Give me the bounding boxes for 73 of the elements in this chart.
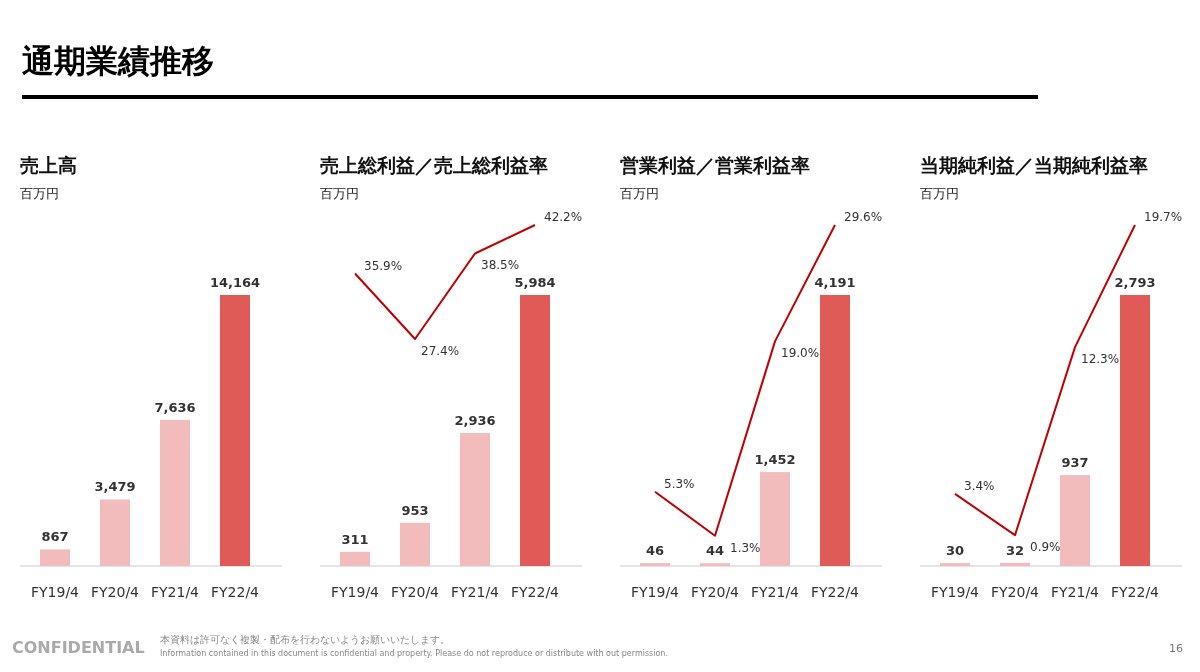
chart-title: 営業利益／営業利益率: [620, 154, 810, 176]
x-tick-label: FY21/4: [450, 584, 500, 600]
text: 16: [1169, 642, 1183, 655]
text: 通期業績推移: [22, 42, 214, 80]
x-tick-label: FY19/4: [330, 584, 380, 600]
chart-title: 売上総利益／売上総利益率: [320, 154, 548, 176]
data-label: 30: [945, 543, 965, 559]
data-label: 46: [645, 543, 665, 559]
x-tick-label: FY20/4: [390, 584, 440, 600]
bar: [820, 295, 850, 566]
x-tick-label: FY22/4: [210, 584, 260, 600]
data-label: 5.3%: [664, 476, 695, 491]
text: CONFIDENTIAL: [12, 638, 145, 657]
bar: [460, 433, 490, 566]
x-tick-label: FY19/4: [30, 584, 80, 600]
data-label: 2,793: [1114, 275, 1156, 290]
chart-subtitle: 百万円: [320, 186, 359, 201]
data-label: 44: [705, 543, 725, 559]
bar: [220, 295, 250, 566]
data-label: 12.3%: [1081, 352, 1120, 367]
bar: [40, 549, 70, 566]
data-label: 4,191: [814, 275, 856, 290]
x-tick-label: FY22/4: [810, 584, 860, 600]
chart-subtitle: 百万円: [620, 186, 659, 201]
data-label: 311: [341, 531, 369, 547]
data-label: 7,636: [154, 399, 196, 415]
data-label: 42.2%: [544, 210, 583, 224]
data-label: 19.0%: [781, 346, 820, 361]
data-label: 953: [401, 502, 429, 518]
x-tick-label: FY21/4: [1050, 584, 1100, 600]
data-label: 3,479: [94, 479, 136, 495]
text: 本資料は許可なく複製・配布を行わないようお願いいたします。: [160, 634, 450, 645]
bar: [940, 563, 970, 566]
data-label: 19.7%: [1144, 210, 1183, 224]
x-tick-label: FY22/4: [1110, 584, 1160, 600]
bar: [1060, 475, 1090, 566]
x-tick-label: FY19/4: [630, 584, 680, 600]
data-label: 32: [1005, 542, 1025, 558]
data-label: 867: [41, 529, 69, 545]
x-tick-label: FY20/4: [90, 584, 140, 600]
data-label: 1,452: [754, 452, 796, 468]
data-label: 14,164: [209, 275, 261, 290]
data-label: 29.6%: [844, 210, 883, 224]
chart-title: 当期純利益／当期純利益率: [920, 154, 1148, 176]
bar: [340, 551, 370, 566]
data-label: 38.5%: [481, 258, 520, 273]
data-label: 1.3%: [730, 540, 761, 555]
data-label: 35.9%: [364, 258, 403, 273]
bar: [760, 472, 790, 566]
x-tick-label: FY21/4: [150, 584, 200, 600]
data-label: 0.9%: [1030, 540, 1061, 555]
bar: [100, 499, 130, 566]
bar: [1120, 295, 1150, 566]
bar: [520, 295, 550, 566]
bar: [1000, 562, 1030, 566]
data-label: 5,984: [514, 275, 556, 290]
data-label: 937: [1061, 455, 1089, 471]
bar: [400, 522, 430, 566]
x-tick-label: FY21/4: [750, 584, 800, 600]
chart-title: 売上高: [20, 154, 77, 176]
data-label: 3.4%: [964, 478, 995, 493]
x-tick-label: FY20/4: [990, 584, 1040, 600]
chart-subtitle: 百万円: [20, 186, 59, 201]
x-tick-label: FY19/4: [930, 584, 980, 600]
bar: [700, 563, 730, 566]
chart-subtitle: 百万円: [920, 186, 959, 201]
data-label: 27.4%: [421, 343, 460, 358]
x-tick-label: FY20/4: [690, 584, 740, 600]
text: Information contained in this document is confidential and property. Please do not reproduce or distribute with out permission.: [160, 649, 668, 658]
bar: [640, 563, 670, 566]
x-tick-label: FY22/4: [510, 584, 560, 600]
bar: [160, 419, 190, 566]
data-label: 2,936: [454, 413, 496, 429]
